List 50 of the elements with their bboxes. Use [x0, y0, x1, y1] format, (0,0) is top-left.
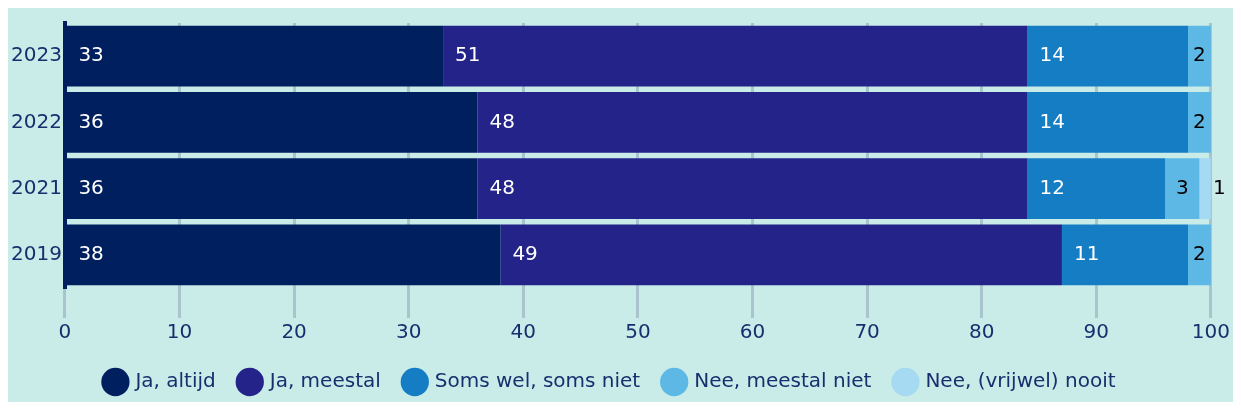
- bar: [1199, 158, 1211, 220]
- bar: [443, 25, 1028, 87]
- data-label: 2: [1193, 42, 1206, 67]
- data-label: 14: [1039, 108, 1065, 133]
- data-label: 12: [1039, 174, 1065, 199]
- bar: [1027, 25, 1188, 87]
- data-label: 36: [78, 174, 104, 199]
- data-label: 38: [78, 241, 104, 266]
- x-tick-label: 80: [968, 319, 995, 344]
- x-tick-label: 10: [166, 319, 193, 344]
- x-tick-label: 50: [625, 319, 651, 344]
- x-tick-label: 0: [58, 319, 72, 344]
- bar: [477, 158, 1028, 220]
- data-label: 49: [512, 241, 538, 266]
- x-tick-label: 20: [281, 319, 307, 344]
- x-tick-label: 100: [1191, 319, 1231, 344]
- y-tick-label: 2021: [10, 174, 62, 199]
- data-label: 51: [455, 42, 481, 67]
- data-label: 48: [489, 174, 515, 199]
- bar: [1027, 158, 1166, 220]
- data-label: 2: [1193, 108, 1206, 133]
- bar: [1165, 158, 1200, 220]
- data-label: 33: [78, 42, 104, 67]
- y-tick-label: 2022: [10, 108, 62, 133]
- data-label: 48: [489, 108, 515, 133]
- bar: [1187, 91, 1211, 153]
- x-tick-label: 60: [739, 319, 766, 344]
- x-tick-label: 90: [1083, 319, 1110, 344]
- data-label: 1: [1212, 174, 1226, 199]
- x-tick-label: 70: [854, 319, 880, 344]
- legend-label: Soms wel, soms niet: [434, 368, 641, 393]
- y-tick-label: 2023: [10, 42, 62, 67]
- data-label: 14: [1039, 42, 1065, 67]
- bar: [1027, 91, 1188, 153]
- data-label: 11: [1073, 241, 1100, 266]
- data-label: 3: [1175, 174, 1189, 199]
- bar: [477, 91, 1028, 153]
- bar: [1187, 25, 1211, 87]
- y-tick-label: 2019: [10, 241, 62, 266]
- bar: [1061, 224, 1188, 286]
- x-tick-label: 30: [395, 319, 422, 344]
- x-tick-label: 40: [510, 319, 537, 344]
- data-label: 2: [1193, 241, 1206, 266]
- data-label: 36: [78, 108, 104, 133]
- legend-label: Ja, altijd: [133, 368, 216, 393]
- bar: [1187, 224, 1211, 286]
- legend-label: Nee, meestal niet: [694, 368, 872, 393]
- legend-label: Ja, meestal: [267, 368, 381, 393]
- legend-label: Nee, (vrijwel) nooit: [925, 368, 1116, 393]
- bar: [500, 224, 1062, 286]
